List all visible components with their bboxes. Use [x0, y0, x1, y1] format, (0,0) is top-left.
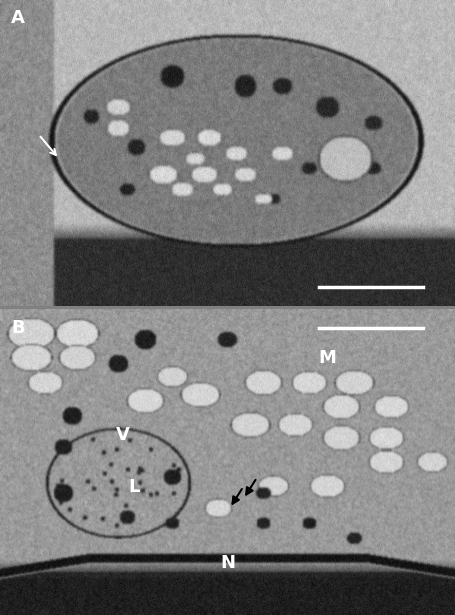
Text: V: V — [116, 426, 130, 443]
Text: L: L — [128, 478, 140, 496]
Text: B: B — [11, 319, 25, 336]
Text: M: M — [318, 349, 337, 367]
Text: A: A — [11, 9, 25, 27]
Text: N: N — [220, 554, 235, 572]
